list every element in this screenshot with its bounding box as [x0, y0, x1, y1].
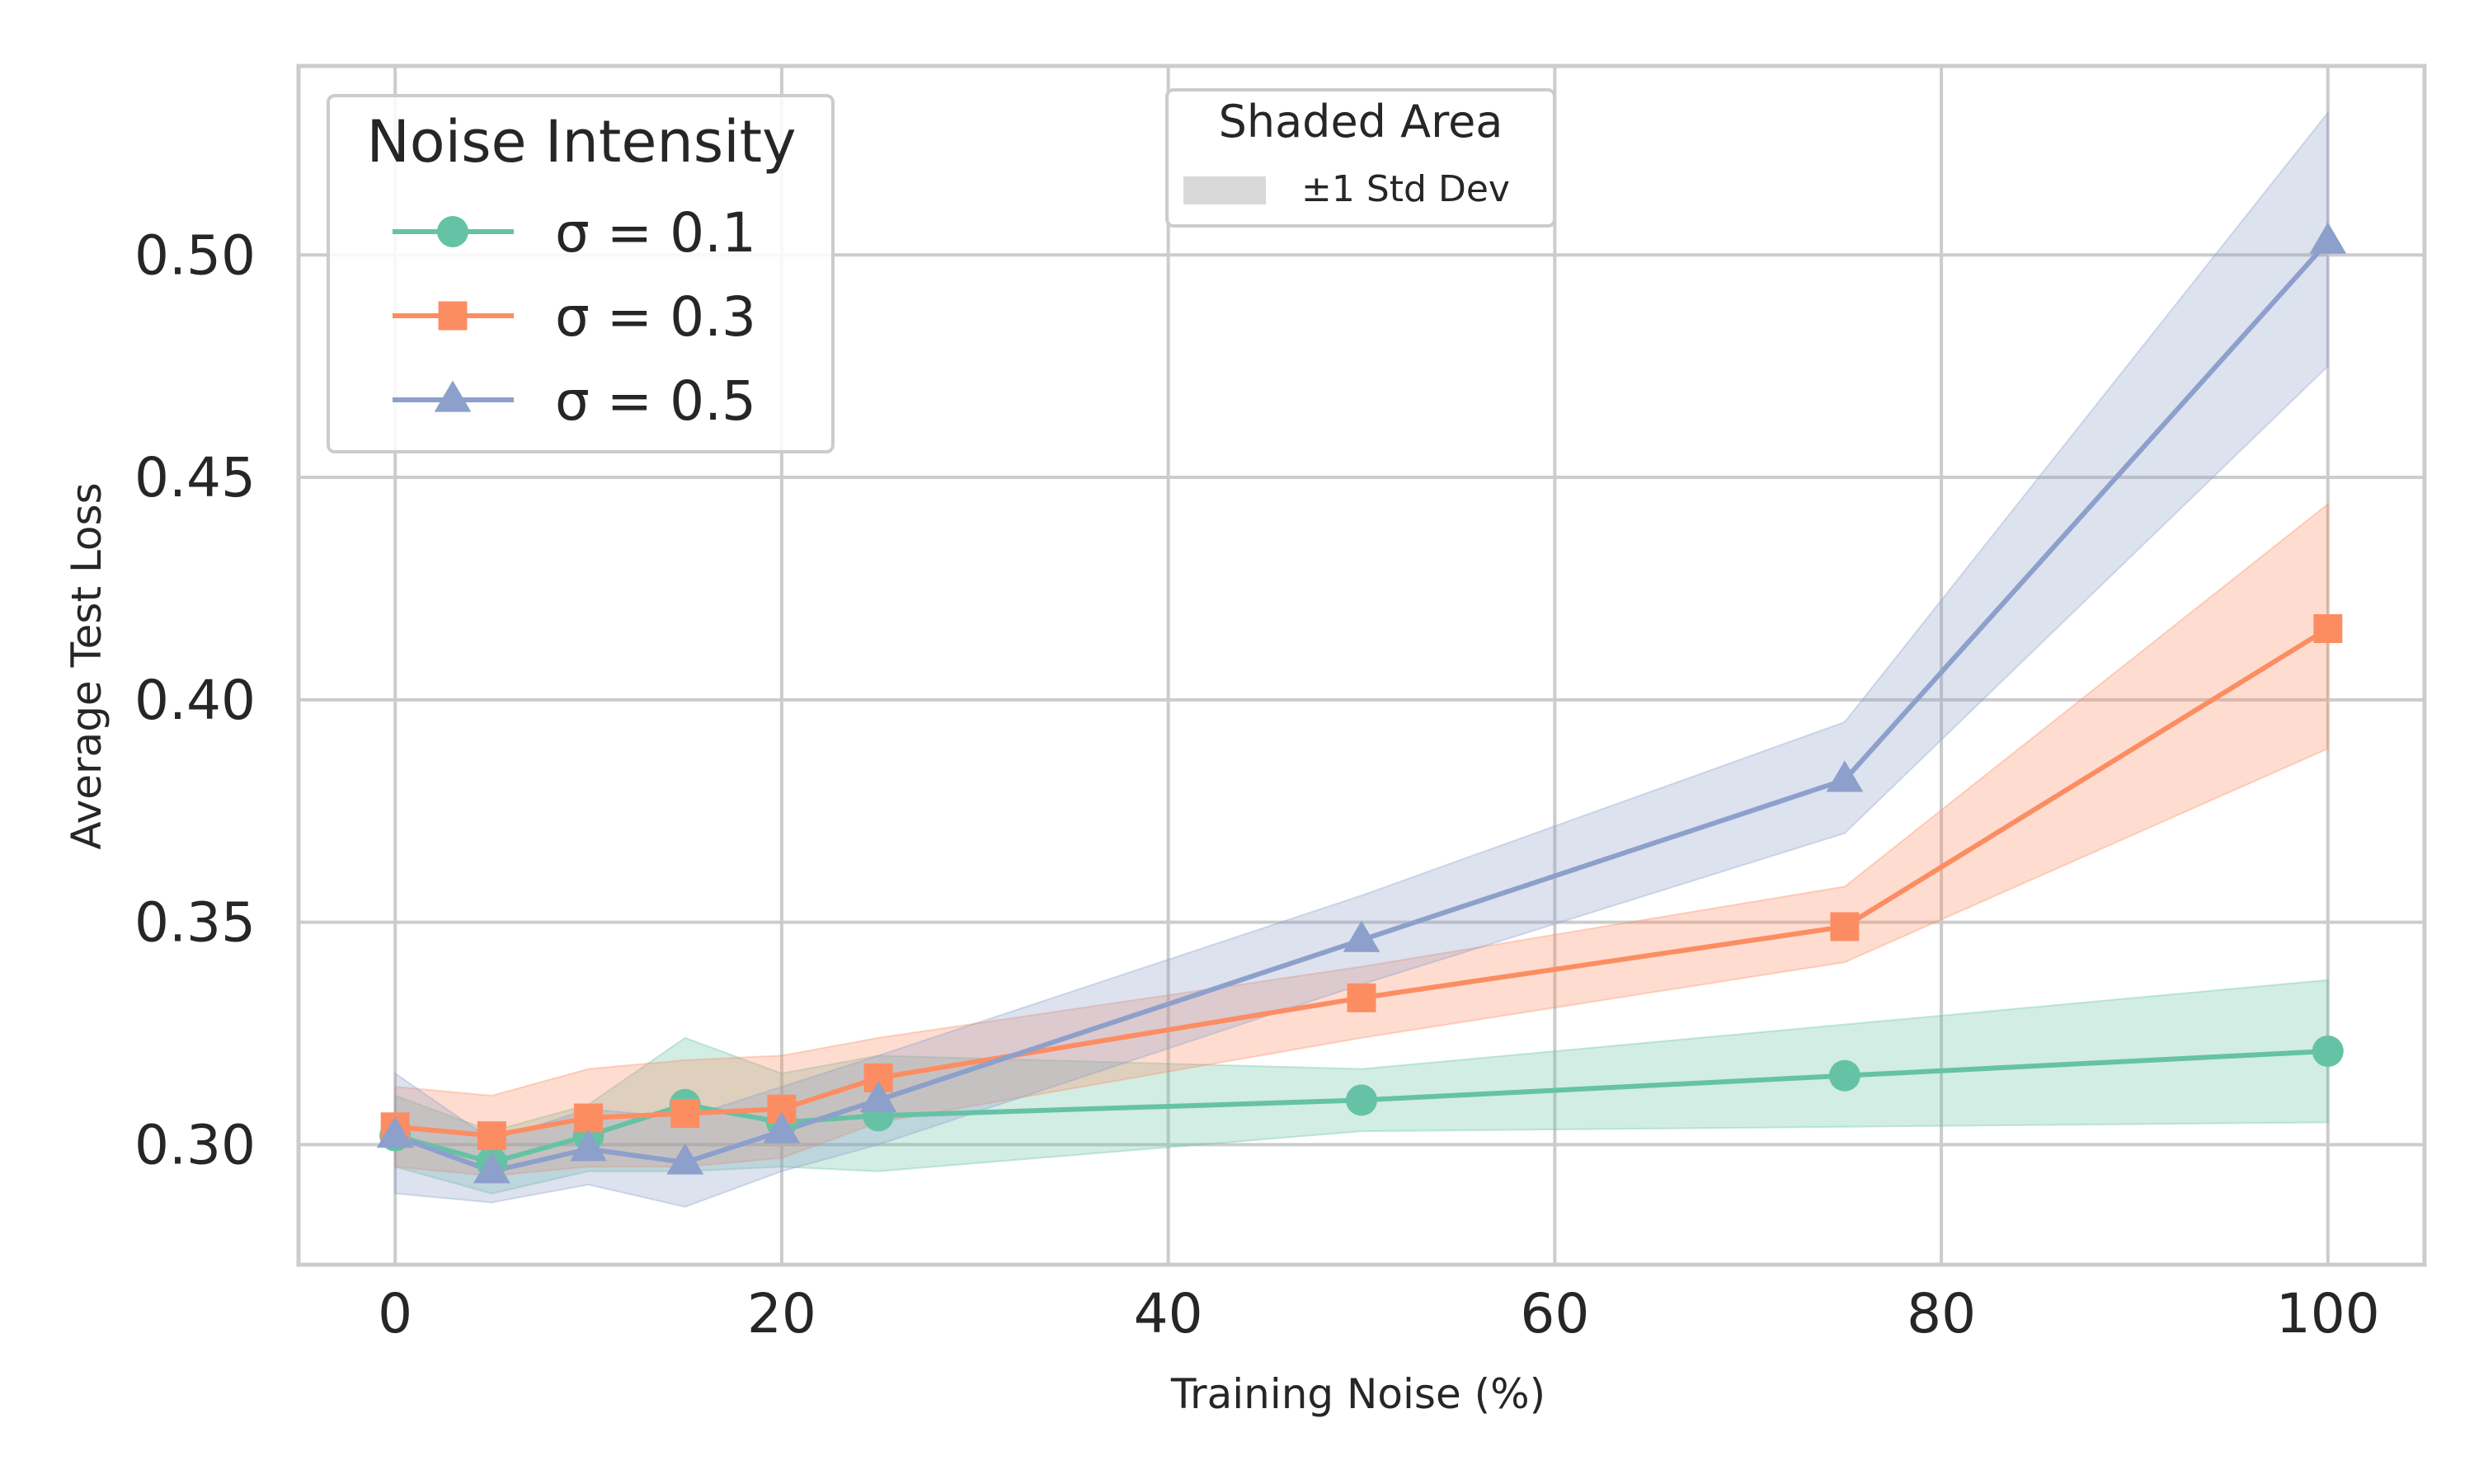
y-tick-label: 0.30 [134, 1113, 256, 1176]
legend-title: Noise Intensity [366, 108, 796, 176]
series-2-point [2313, 614, 2343, 643]
y-tick-label: 0.50 [134, 223, 256, 287]
y-tick-label: 0.40 [134, 669, 256, 732]
series-markers [376, 222, 2347, 1184]
x-tick-label: 80 [1907, 1282, 1976, 1345]
series-3-point [1826, 760, 1864, 792]
legend-marker-sample [434, 380, 472, 412]
y-tick-label: 0.45 [134, 446, 256, 510]
y-tick-label: 0.35 [134, 891, 256, 955]
x-axis-label: Training Noise (%) [1170, 1370, 1545, 1418]
plot-frame [296, 63, 2427, 1267]
series-1-point [1828, 1059, 1860, 1092]
series-2-point [1830, 912, 1860, 942]
x-tick-label: 40 [1134, 1282, 1203, 1345]
legend-marker-sample [438, 301, 468, 331]
x-tick-label: 100 [2276, 1282, 2380, 1345]
series-3-point [666, 1143, 704, 1175]
legend-marker-sample [437, 216, 468, 247]
series-3-point [859, 1080, 897, 1112]
series-3-point [473, 1152, 510, 1184]
series-3-point [570, 1129, 607, 1162]
legend-entries: σ = 0.1 σ = 0.3 σ = 0.5 [393, 201, 756, 433]
series-1-point [1346, 1084, 1377, 1116]
series-3-point [376, 1115, 414, 1148]
series-2-point [670, 1099, 700, 1129]
legend-box [327, 94, 835, 453]
series-1-point [2312, 1036, 2344, 1068]
series-2-point [1347, 983, 1376, 1012]
series-2-point [574, 1103, 604, 1133]
series-3-point [763, 1111, 801, 1144]
x-tick-label: 0 [378, 1282, 412, 1345]
y-axis-label: Average Test Loss [63, 482, 111, 849]
grid [299, 66, 2425, 1265]
tick-labels: 0 20 40 60 80 100 0.30 0.35 0.40 0.45 0.50 [134, 223, 2380, 1345]
shade-legend-label: ±1 Std Dev [1301, 168, 1510, 210]
legend-entry-label: σ = 0.5 [555, 369, 756, 433]
legend-shaded-area: Shaded Area ±1 Std Dev [1165, 88, 1556, 228]
shade-legend-title: Shaded Area [1219, 96, 1503, 148]
legend-entry-label: σ = 0.3 [555, 285, 756, 349]
shade-legend-swatch [1183, 176, 1266, 204]
series-2-point [477, 1121, 506, 1151]
series-3-point [2309, 222, 2347, 254]
series-3-point [1343, 920, 1380, 952]
legend-noise-intensity: Noise Intensity σ = 0.1 σ = 0.3 σ = 0.5 [327, 94, 835, 453]
x-tick-label: 20 [747, 1282, 816, 1345]
legend-entry-label: σ = 0.1 [555, 201, 756, 265]
x-tick-label: 60 [1520, 1282, 1589, 1345]
